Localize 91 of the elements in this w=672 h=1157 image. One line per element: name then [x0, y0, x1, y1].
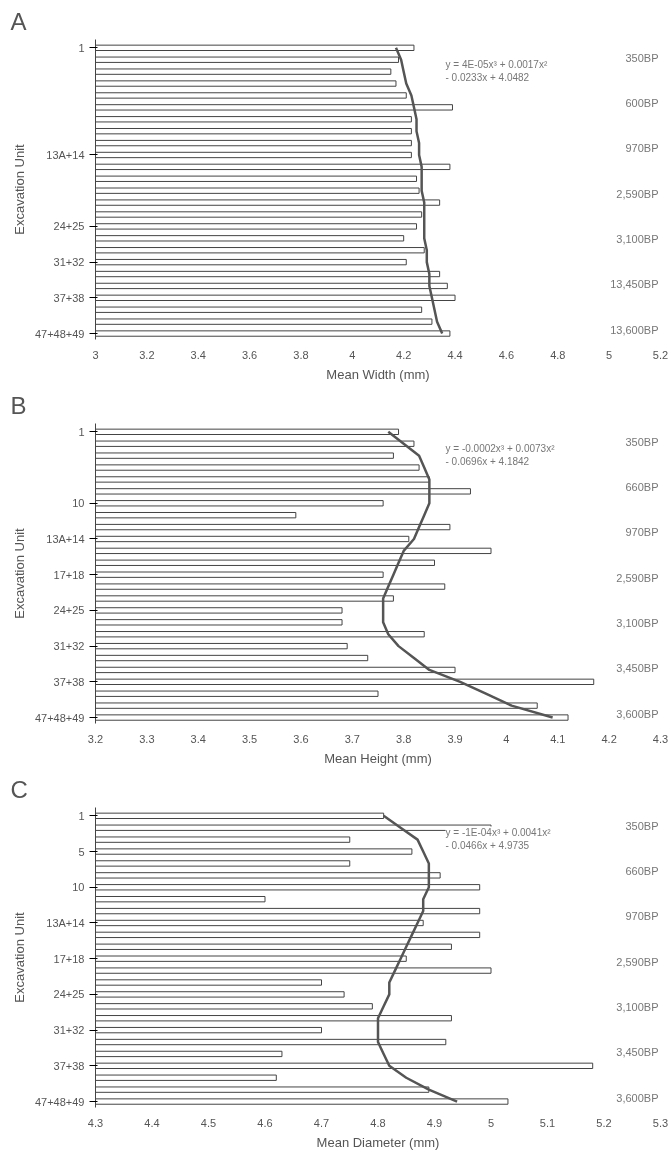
- y-tick-label: 13A+14: [46, 148, 85, 161]
- y-tick-label: 24+25: [53, 220, 85, 233]
- y-tick-label: 5: [78, 845, 85, 858]
- annotation: y = -0.0002x³ + 0.0073x² - 0.0696x + 4.1842: [445, 442, 556, 467]
- y-tick-label: 37+38: [53, 675, 85, 688]
- y-tick-label: 31+32: [53, 640, 85, 653]
- x-tick-label: 4.9: [426, 1116, 443, 1129]
- y-axis-title: Excavation Unit: [11, 911, 27, 1003]
- x-tick-label: 3.7: [344, 732, 360, 745]
- y-tick-label: 13A+14: [46, 916, 85, 929]
- x-tick-label: 5: [487, 1116, 495, 1129]
- y-axis-title: Excavation Unit: [11, 527, 27, 619]
- y-tick-label: 47+48+49: [34, 711, 85, 724]
- x-tick-label: 3.6: [241, 348, 258, 361]
- x-tick-label: 4.3: [652, 732, 669, 745]
- y-tick-label: 1: [78, 41, 85, 54]
- annotation: 970BP: [625, 142, 659, 155]
- annotation: 660BP: [625, 480, 659, 493]
- x-tick-label: 4: [503, 732, 510, 745]
- y-tick-label: 37+38: [53, 291, 85, 304]
- annotation: 350BP: [625, 435, 659, 448]
- x-axis-title: Mean Diameter (mm): [316, 1134, 440, 1150]
- y-tick-label: 47+48+49: [34, 1095, 85, 1108]
- x-tick-label: 4.1: [550, 732, 566, 745]
- annotation: 970BP: [625, 910, 659, 923]
- annotation: 2,590BP: [616, 955, 659, 968]
- x-axis-title: Mean Width (mm): [326, 366, 430, 382]
- annotation: 3,600BP: [616, 1091, 659, 1104]
- y-tick-label: 10: [72, 881, 85, 894]
- annotation: 2,590BP: [616, 187, 659, 200]
- chart-title: B: [10, 391, 27, 419]
- chart-title: A: [10, 7, 27, 35]
- x-tick-label: 3.9: [447, 732, 463, 745]
- y-tick-label: 31+32: [53, 1024, 85, 1037]
- y-tick-label: 1: [78, 425, 85, 438]
- x-tick-label: 4.8: [550, 348, 566, 361]
- x-tick-label: 3.2: [139, 348, 155, 361]
- annotation: 660BP: [625, 864, 659, 877]
- x-tick-label: 5.3: [652, 1116, 669, 1129]
- annotation: 3,100BP: [616, 616, 659, 629]
- x-tick-label: 4.4: [144, 1116, 160, 1129]
- x-tick-label: 4.4: [447, 348, 463, 361]
- x-tick-label: 3.8: [396, 732, 412, 745]
- x-tick-label: 3.8: [293, 348, 309, 361]
- x-tick-label: 4.6: [257, 1116, 273, 1129]
- x-tick-label: 3.2: [87, 732, 104, 745]
- x-tick-label: 5: [606, 348, 613, 361]
- x-tick-label: 4.7: [313, 1116, 330, 1129]
- x-tick-label: 5.2: [652, 348, 669, 361]
- annotation: 350BP: [625, 51, 659, 64]
- x-tick-label: 3: [92, 348, 99, 361]
- x-tick-label: 3.6: [293, 732, 309, 745]
- annotation: y = -1E-04x³ + 0.0041x² - 0.0466x + 4.9735: [445, 826, 552, 851]
- y-tick-label: 31+32: [53, 256, 85, 269]
- x-tick-label: 4.5: [200, 1116, 217, 1129]
- x-tick-label: 4.2: [601, 732, 617, 745]
- x-tick-label: 4.2: [396, 348, 412, 361]
- annotation: 350BP: [625, 819, 659, 832]
- x-tick-label: 4.6: [498, 348, 515, 361]
- annotation: 13,450BP: [610, 278, 659, 291]
- annotation: 3,100BP: [616, 1000, 659, 1013]
- x-tick-label: 3.4: [190, 732, 206, 745]
- annotation: 3,450BP: [616, 1046, 659, 1059]
- y-tick-label: 17+18: [53, 568, 85, 581]
- x-tick-label: 4.3: [87, 1116, 104, 1129]
- y-tick-label: 47+48+49: [34, 327, 85, 340]
- x-tick-label: 4.8: [370, 1116, 386, 1129]
- x-axis-title: Mean Height (mm): [324, 750, 432, 766]
- y-tick-label: 10: [72, 497, 85, 510]
- annotation: 13,600BP: [610, 323, 659, 336]
- y-tick-label: 37+38: [53, 1059, 85, 1072]
- x-tick-label: 3.5: [241, 732, 258, 745]
- y-tick-label: 1: [78, 809, 85, 822]
- annotation: 2,590BP: [616, 571, 659, 584]
- y-tick-label: 24+25: [53, 988, 85, 1001]
- annotation: 3,450BP: [616, 662, 659, 675]
- x-tick-label: 5.1: [539, 1116, 556, 1129]
- x-tick-label: 5.2: [596, 1116, 612, 1129]
- annotation: 600BP: [625, 96, 659, 109]
- y-tick-label: 17+18: [53, 952, 85, 965]
- annotation: y = 4E-05x³ + 0.0017x² - 0.0233x + 4.0482: [445, 58, 548, 83]
- annotation: 3,100BP: [616, 232, 659, 245]
- y-axis-title: Excavation Unit: [11, 143, 27, 235]
- annotation: 3,600BP: [616, 707, 659, 720]
- chart-title: C: [10, 775, 28, 803]
- x-tick-label: 3.3: [139, 732, 155, 745]
- y-tick-label: 24+25: [53, 604, 85, 617]
- x-tick-label: 3.4: [190, 348, 206, 361]
- annotation: 970BP: [625, 526, 659, 539]
- y-tick-label: 13A+14: [46, 532, 85, 545]
- x-tick-label: 4: [349, 348, 356, 361]
